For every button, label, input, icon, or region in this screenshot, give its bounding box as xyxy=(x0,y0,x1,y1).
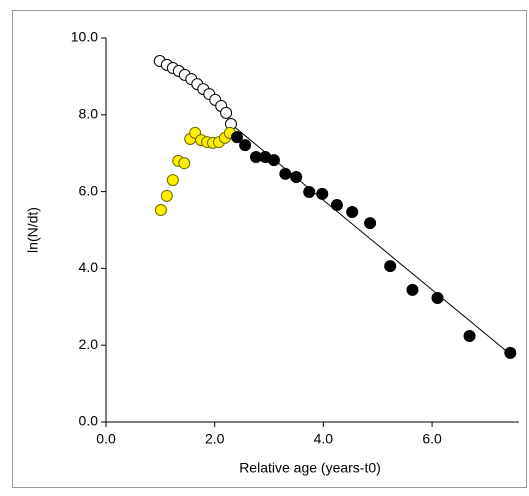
y-tick-label: 0.0 xyxy=(79,413,99,429)
y-axis-label: ln(N/dt) xyxy=(25,207,41,253)
y-tick-label: 2.0 xyxy=(79,336,99,352)
data-point xyxy=(303,185,316,198)
data-point xyxy=(178,157,191,170)
data-point xyxy=(230,131,243,144)
y-tick-label: 6.0 xyxy=(79,182,99,198)
x-axis-label: Relative age (years-t0) xyxy=(239,460,381,476)
data-point xyxy=(160,189,173,202)
x-tick-label: 2.0 xyxy=(205,431,225,447)
y-tick-label: 4.0 xyxy=(79,259,99,275)
data-point xyxy=(316,187,329,200)
y-tick-label: 10.0 xyxy=(71,29,98,45)
data-point xyxy=(364,217,377,230)
x-tick-label: 0.0 xyxy=(96,431,116,447)
data-point xyxy=(504,346,517,359)
data-point xyxy=(220,106,233,119)
data-point xyxy=(267,154,280,167)
data-point xyxy=(279,167,292,180)
x-tick-label: 6.0 xyxy=(422,431,442,447)
data-point xyxy=(154,204,167,217)
data-point xyxy=(166,174,179,187)
data-point xyxy=(290,171,303,184)
y-tick-label: 8.0 xyxy=(79,106,99,122)
data-point xyxy=(346,205,359,218)
data-point xyxy=(431,291,444,304)
data-point xyxy=(384,260,397,273)
data-point xyxy=(463,329,476,342)
data-point xyxy=(330,199,343,212)
chart-frame xyxy=(12,10,527,488)
data-point xyxy=(406,283,419,296)
data-point xyxy=(239,139,252,152)
x-tick-label: 4.0 xyxy=(314,431,334,447)
